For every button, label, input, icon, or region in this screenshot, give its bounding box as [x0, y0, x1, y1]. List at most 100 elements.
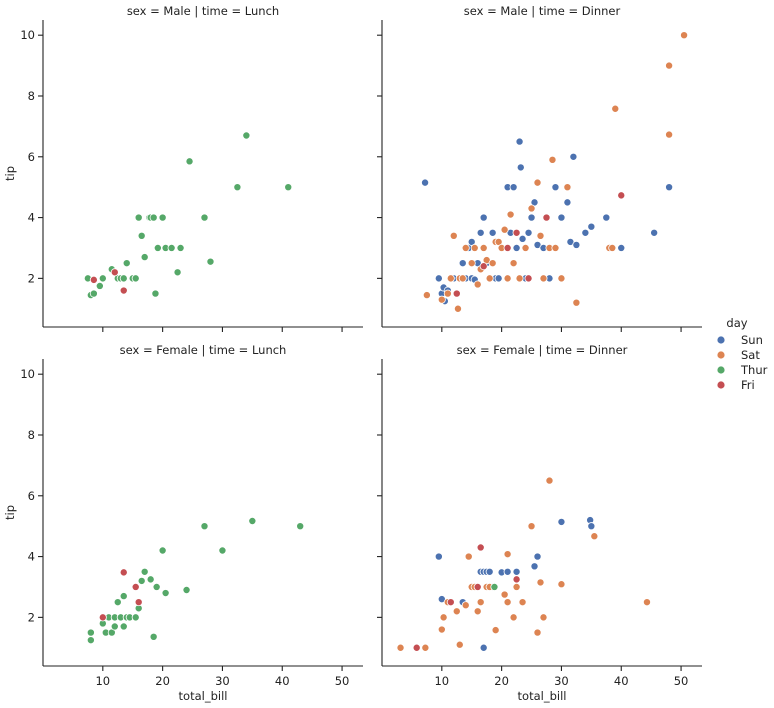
data-point: [509, 183, 518, 192]
data-point: [572, 298, 581, 307]
data-point: [479, 262, 488, 271]
data-point: [122, 259, 131, 268]
data-point: [476, 228, 485, 237]
data-point: [524, 274, 533, 283]
data-point: [242, 131, 251, 140]
y-tick-label: 6: [28, 150, 35, 164]
y-axis-label: tip: [3, 166, 17, 181]
data-point: [515, 274, 524, 283]
data-point: [515, 137, 524, 146]
data-point: [137, 576, 146, 585]
y-tick-label: 10: [20, 28, 35, 42]
series-fri: [98, 568, 143, 622]
data-point: [521, 243, 530, 252]
series-fri: [89, 268, 128, 295]
data-point: [146, 575, 155, 584]
panel-title: sex = Male | time = Lunch: [127, 4, 279, 18]
data-point: [473, 280, 482, 289]
data-point: [153, 243, 162, 252]
data-point: [173, 268, 182, 277]
data-point: [296, 522, 305, 531]
data-point: [476, 543, 485, 552]
series-thur: [86, 517, 305, 645]
data-point: [137, 231, 146, 240]
data-point: [452, 289, 461, 298]
data-point: [473, 582, 482, 591]
legend-marker: [716, 365, 726, 375]
data-point: [437, 295, 446, 304]
data-point: [545, 476, 554, 485]
legend-marker: [716, 350, 726, 360]
data-point: [167, 243, 176, 252]
y-tick-label: 8: [28, 428, 35, 442]
data-point: [512, 567, 521, 576]
data-point: [86, 636, 95, 645]
data-point: [557, 274, 566, 283]
data-point: [533, 552, 542, 561]
data-point: [467, 259, 476, 268]
data-point: [500, 590, 509, 599]
x-tick-label: 10: [95, 674, 110, 688]
data-point: [110, 268, 119, 277]
data-point: [503, 598, 512, 607]
data-point: [512, 243, 521, 252]
data-point: [542, 213, 551, 222]
data-point: [527, 213, 536, 222]
x-tick-label: 20: [155, 674, 170, 688]
data-point: [134, 213, 143, 222]
data-point: [479, 213, 488, 222]
data-point: [98, 613, 107, 622]
data-point: [437, 625, 446, 634]
data-point: [557, 517, 566, 526]
data-point: [89, 289, 98, 298]
data-point: [119, 274, 128, 283]
facet-panel: sex = Female | time = Lunch 2 4 6 8 10 10 20 30 4…: [3, 343, 363, 703]
legend-marker: [716, 335, 726, 345]
data-point: [503, 550, 512, 559]
x-tick-label: 30: [554, 674, 569, 688]
data-point: [518, 598, 527, 607]
legend-label: Fri: [741, 378, 755, 392]
data-point: [119, 622, 128, 631]
data-point: [581, 228, 590, 237]
data-point: [446, 274, 455, 283]
x-axis-label: total_bill: [179, 689, 228, 703]
data-point: [572, 240, 581, 249]
panel-title: sex = Male | time = Dinner: [464, 4, 621, 18]
data-point: [473, 607, 482, 616]
facet-panel: sex = Female | time = Dinner 10 20 30 40 50 to…: [377, 343, 702, 703]
data-point: [458, 259, 467, 268]
data-point: [479, 643, 488, 652]
data-point: [503, 567, 512, 576]
legend-title: day: [726, 316, 747, 330]
data-point: [98, 274, 107, 283]
data-point: [458, 274, 467, 283]
data-point: [434, 274, 443, 283]
y-tick-label: 4: [28, 211, 35, 225]
x-tick-label: 30: [215, 674, 230, 688]
data-point: [158, 546, 167, 555]
series-thur: [490, 582, 499, 591]
data-point: [602, 213, 611, 222]
data-point: [206, 257, 215, 266]
data-point: [200, 213, 209, 222]
data-point: [443, 289, 452, 298]
data-point: [158, 213, 167, 222]
data-point: [536, 578, 545, 587]
data-point: [518, 234, 527, 243]
panel-title: sex = Female | time = Lunch: [120, 343, 287, 357]
series-fri: [452, 191, 626, 298]
data-point: [536, 231, 545, 240]
data-point: [503, 274, 512, 283]
data-point: [516, 163, 525, 172]
data-point: [642, 598, 651, 607]
data-point: [470, 243, 479, 252]
data-point: [200, 522, 209, 531]
legend-label: Sat: [741, 348, 760, 362]
data-point: [557, 580, 566, 589]
data-point: [533, 178, 542, 187]
data-point: [396, 643, 405, 652]
data-point: [665, 183, 674, 192]
data-point: [185, 157, 194, 166]
data-point: [131, 582, 140, 591]
